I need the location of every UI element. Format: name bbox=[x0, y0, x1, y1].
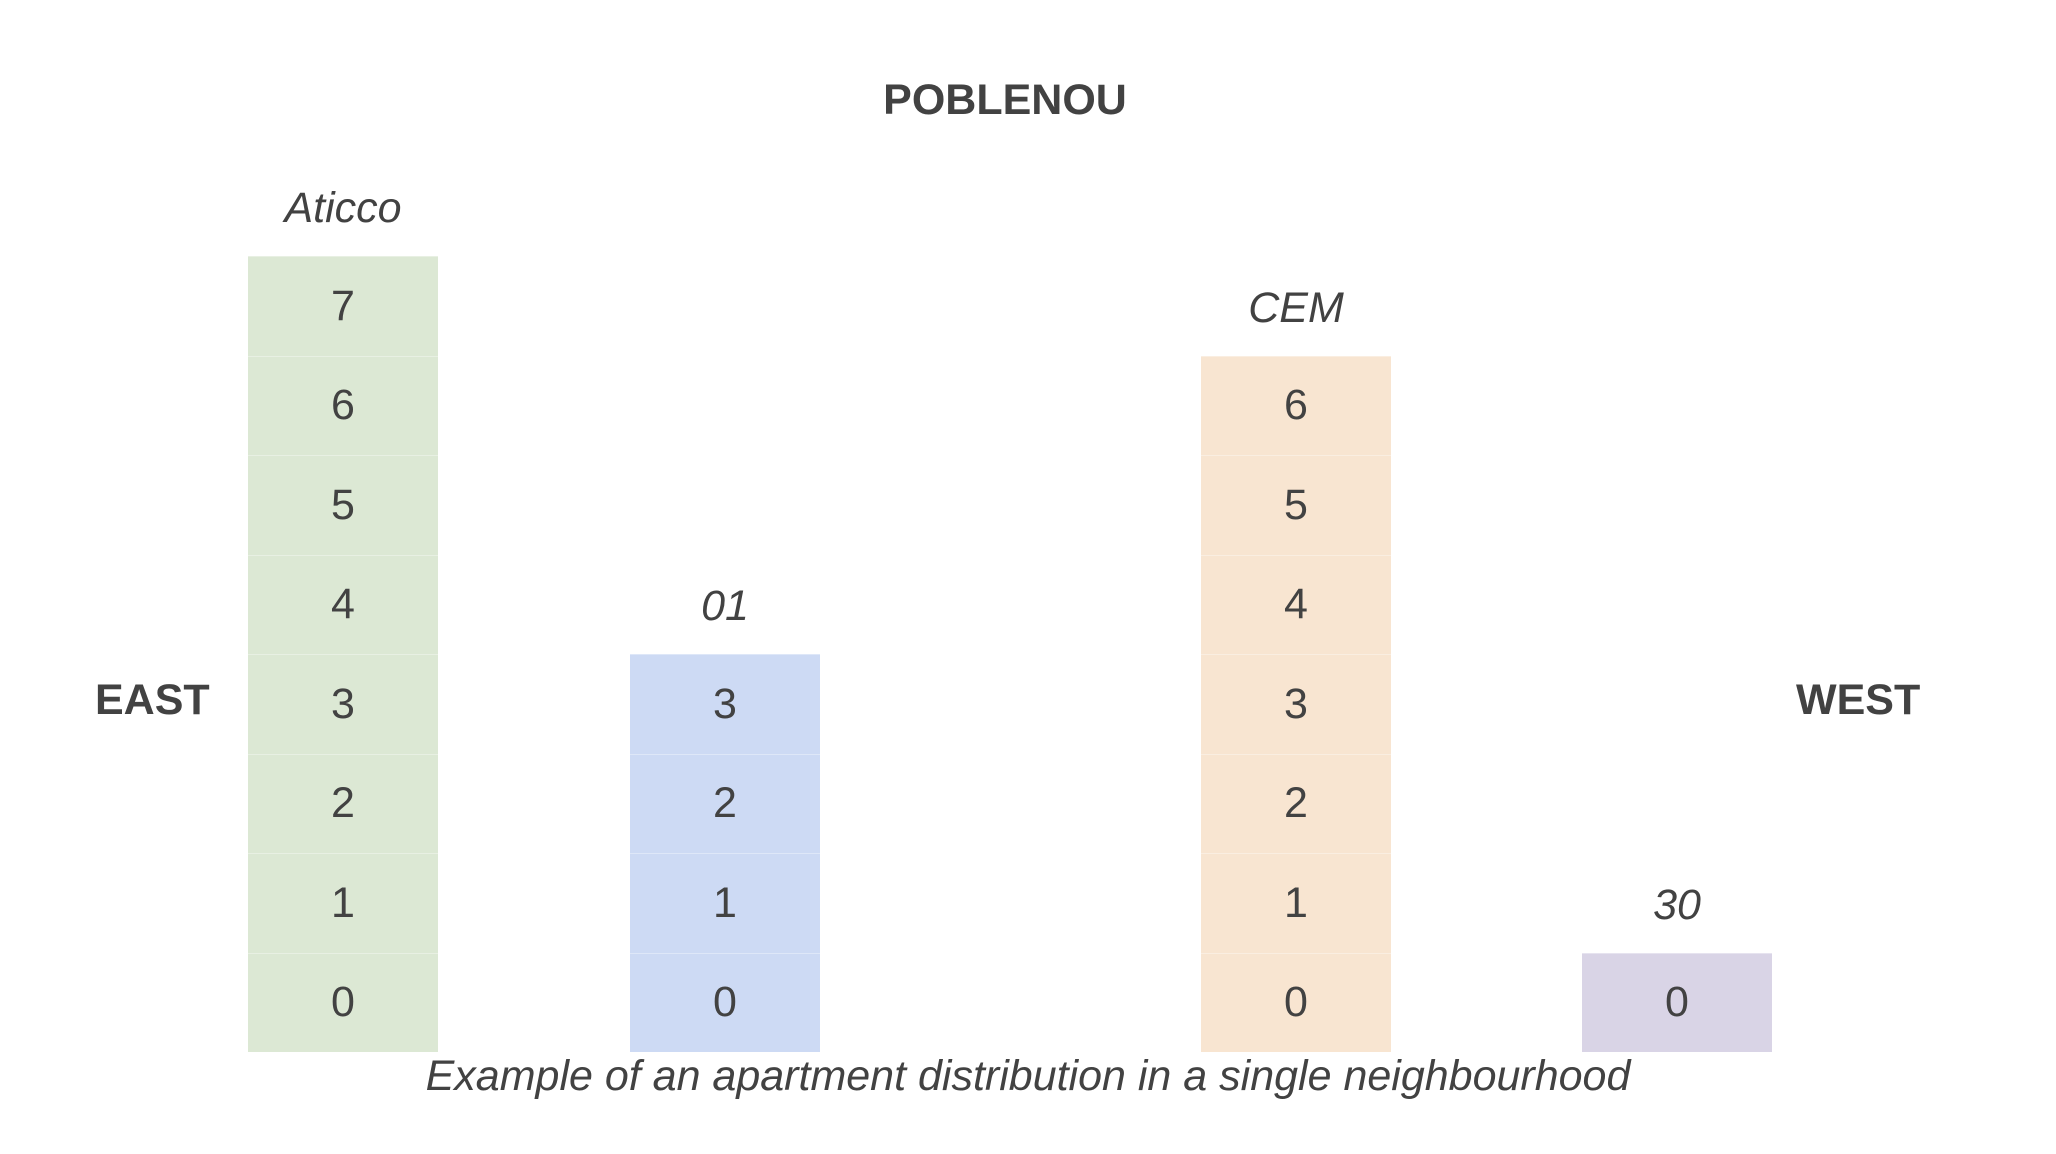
building-1: Aticco 0 1 2 3 4 5 6 7 bbox=[248, 0, 438, 1154]
west-label: WEST bbox=[1796, 676, 1921, 724]
neighbourhood-title: POBLENOU bbox=[883, 76, 1127, 124]
floor-cell: 2 bbox=[630, 753, 820, 853]
floor-cell: 0 bbox=[630, 952, 820, 1052]
floor-cell: 0 bbox=[1201, 952, 1391, 1052]
floor-cell: 4 bbox=[248, 554, 438, 654]
floor-cell: 0 bbox=[1582, 952, 1772, 1052]
floor-cell: 3 bbox=[630, 654, 820, 754]
floor-cell: 2 bbox=[1201, 753, 1391, 853]
floor-cell: 6 bbox=[248, 355, 438, 455]
floor-cell: 5 bbox=[248, 455, 438, 555]
east-label: EAST bbox=[95, 676, 210, 724]
building-label: 01 bbox=[701, 582, 749, 630]
floor-cell: 0 bbox=[248, 952, 438, 1052]
floor-cell: 4 bbox=[1201, 554, 1391, 654]
floor-cell: 1 bbox=[630, 853, 820, 953]
building-2: 01 0 1 2 3 bbox=[630, 0, 820, 1154]
floor-cell: 7 bbox=[248, 256, 438, 356]
floor-cell: 3 bbox=[1201, 654, 1391, 754]
floor-cell: 1 bbox=[1201, 853, 1391, 953]
building-label: Aticco bbox=[284, 184, 402, 232]
floor-cell: 3 bbox=[248, 654, 438, 754]
building-label: 30 bbox=[1653, 880, 1701, 929]
caption: Example of an apartment distribution in … bbox=[425, 1052, 1631, 1100]
building-4: 30 0 bbox=[1582, 0, 1772, 1154]
floor-cell: 2 bbox=[248, 753, 438, 853]
floor-cell: 6 bbox=[1201, 355, 1391, 455]
building-label: CEM bbox=[1248, 283, 1344, 332]
floor-cell: 5 bbox=[1201, 455, 1391, 555]
building-3: CEM 0 1 2 3 4 5 6 bbox=[1201, 0, 1391, 1154]
floor-cell: 1 bbox=[248, 853, 438, 953]
